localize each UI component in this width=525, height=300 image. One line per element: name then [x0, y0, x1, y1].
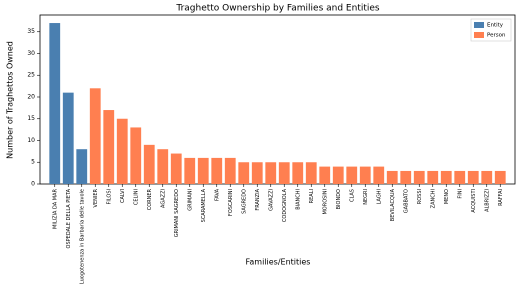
x-tick-label: FAVA	[214, 188, 220, 201]
bar	[481, 170, 493, 184]
y-tick-label: 5	[31, 159, 35, 166]
plot-frame	[39, 14, 516, 185]
bar	[278, 162, 290, 184]
y-tick-label: 20	[27, 93, 35, 100]
x-tick-label: AGAZZI	[160, 189, 166, 208]
x-tick-label: MOROSINI	[322, 189, 328, 215]
bar	[224, 157, 236, 184]
x-tick-label: GAVAZZI	[268, 189, 274, 211]
x-tick-label: ZANCHI	[430, 189, 436, 208]
legend-label: Entity	[487, 23, 504, 29]
bar	[346, 166, 358, 184]
bar	[170, 153, 182, 184]
bar	[332, 166, 344, 184]
y-tick-label: 0	[31, 181, 35, 188]
x-tick-label: FOSCARINI	[228, 189, 234, 216]
bar	[359, 166, 371, 184]
x-tick-label: ACQUISTI	[471, 189, 477, 213]
x-tick-label: SAGREDO	[241, 189, 247, 214]
x-tick-label: CALVI	[120, 189, 126, 203]
bar	[49, 23, 61, 184]
bar	[143, 144, 155, 184]
bar	[427, 170, 439, 184]
bar	[386, 170, 398, 184]
x-tick-label: CLAS	[349, 189, 355, 202]
x-tick-label: NEGRI	[363, 189, 369, 205]
bar	[305, 162, 317, 184]
y-tick-label: 10	[27, 137, 35, 144]
legend-swatch	[474, 32, 484, 38]
bar	[89, 88, 101, 184]
x-tick-label: GRIMANI SAGREDO	[174, 189, 180, 237]
x-tick-label: Luogotenenza in Barbaria delle tavole	[79, 189, 85, 284]
bar	[467, 170, 479, 184]
x-tick-label: BEVILACQUA	[390, 188, 396, 221]
bar	[454, 170, 466, 184]
x-tick-label: FRANZIA	[255, 188, 261, 210]
bar	[440, 170, 452, 184]
legend-swatch	[474, 22, 484, 28]
bar	[251, 162, 263, 184]
x-tick-label: ALBRIZZI	[484, 189, 490, 212]
bar	[319, 166, 331, 184]
y-tick-label: 30	[27, 50, 35, 57]
bar	[494, 170, 506, 184]
bar	[103, 110, 115, 184]
y-tick-label: 15	[27, 115, 35, 122]
chart-title: Traghetto Ownership by Families and Enti…	[175, 4, 380, 14]
x-tick-label: SCARAMELLA	[201, 188, 207, 222]
bar	[413, 170, 425, 184]
bar	[62, 92, 74, 184]
legend-label: Person	[487, 33, 506, 39]
bar	[197, 157, 209, 184]
x-tick-label: BIONDO	[336, 189, 342, 209]
x-tick-label: GABBATO	[403, 189, 409, 213]
x-tick-label: CODOGNOLA	[282, 188, 288, 222]
x-tick-label: FINI	[457, 189, 463, 199]
x-tick-label: BIANCHI	[295, 189, 301, 210]
x-tick-label: MILIZIA DA MAR	[52, 188, 58, 228]
bar	[292, 162, 304, 184]
bar	[400, 170, 412, 184]
bar	[238, 162, 250, 184]
bar	[211, 157, 223, 184]
bar	[184, 157, 196, 184]
y-tick-label: 35	[27, 28, 35, 35]
bar	[116, 118, 128, 184]
x-tick-label: VENIER	[93, 188, 99, 207]
bar	[76, 149, 88, 184]
y-tick-label: 25	[27, 72, 35, 79]
bar	[373, 166, 385, 184]
x-tick-label: RAFFAI	[498, 189, 504, 206]
x-tick-label: FILOSI	[106, 189, 112, 205]
y-axis-label: Number of Traghettos Owned	[6, 41, 15, 159]
bar	[130, 127, 142, 184]
x-tick-label: REALI	[309, 189, 315, 203]
x-tick-label: MENO	[444, 189, 450, 204]
x-axis-label: Families/Entities	[246, 258, 311, 267]
bar	[265, 162, 277, 184]
bar	[157, 149, 169, 184]
x-tick-label: OSPEDALE DELLA PIETA	[66, 188, 72, 248]
x-tick-label: CORNER	[147, 188, 153, 210]
x-tick-label: LAGHI	[376, 189, 382, 204]
x-tick-label: ROSSI	[417, 189, 423, 204]
x-tick-label: CELINI	[133, 189, 139, 205]
x-tick-label: GRIMANI	[187, 189, 193, 211]
